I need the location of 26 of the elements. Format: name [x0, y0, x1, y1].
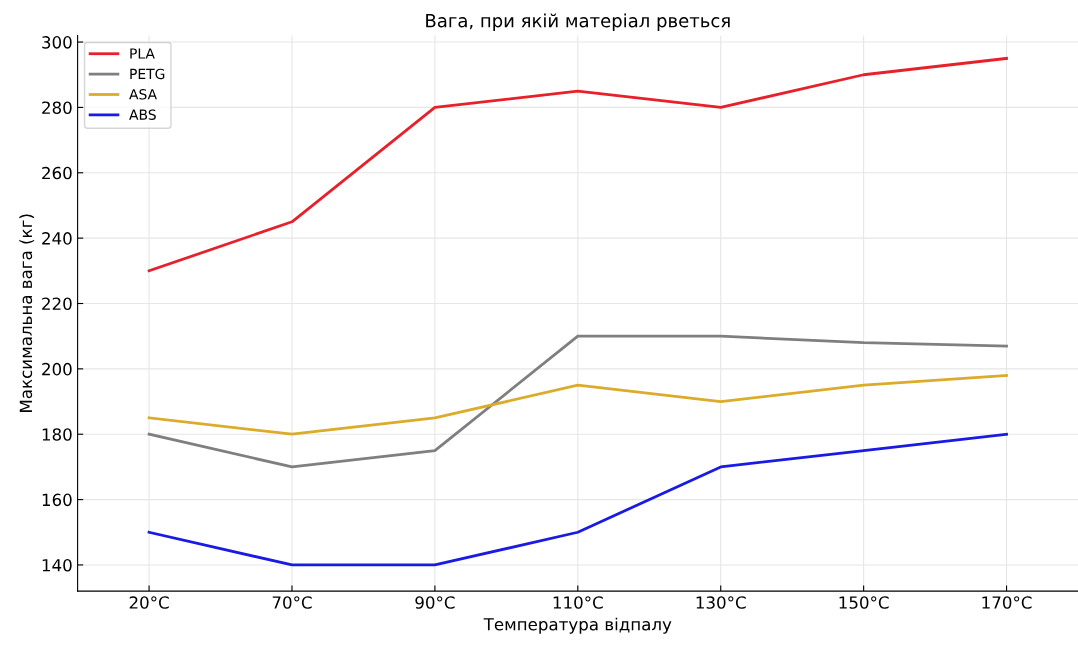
legend-label: PLA [130, 48, 155, 59]
x-tick-label: 110°C [553, 596, 603, 609]
x-tick-label: 20°C [129, 596, 169, 609]
y-axis-title: Максимальна вага (кг) [19, 214, 35, 412]
y-tick-label: 220 [42, 297, 72, 311]
y-tick-label: 160 [42, 493, 72, 507]
y-tick-label: 140 [42, 558, 72, 572]
y-tick-label: 240 [42, 232, 72, 245]
y-tick-label: 280 [42, 101, 72, 114]
legend-label: ABS [129, 109, 156, 120]
x-axis-title: Температура відпалу [483, 617, 672, 634]
x-tick-label: 90°C [415, 596, 455, 609]
y-tick-label: 200 [42, 362, 72, 376]
y-tick-label: 180 [42, 428, 72, 441]
y-tick-label: 300 [42, 36, 72, 49]
x-tick-label: 150°C [839, 596, 889, 609]
y-tick-label: 260 [42, 166, 72, 180]
line-series [147, 334, 1008, 469]
legend-label: PETG [130, 68, 165, 80]
line-series [147, 374, 1008, 436]
chart-title: Вага, при якій матеріал рветься [426, 13, 730, 31]
legend-label: ASA [129, 89, 157, 100]
x-tick-label: 70°C [272, 596, 312, 609]
x-tick-label: 130°C [696, 596, 746, 609]
x-tick-label: 170°C [982, 596, 1032, 609]
line-series [147, 432, 1008, 567]
